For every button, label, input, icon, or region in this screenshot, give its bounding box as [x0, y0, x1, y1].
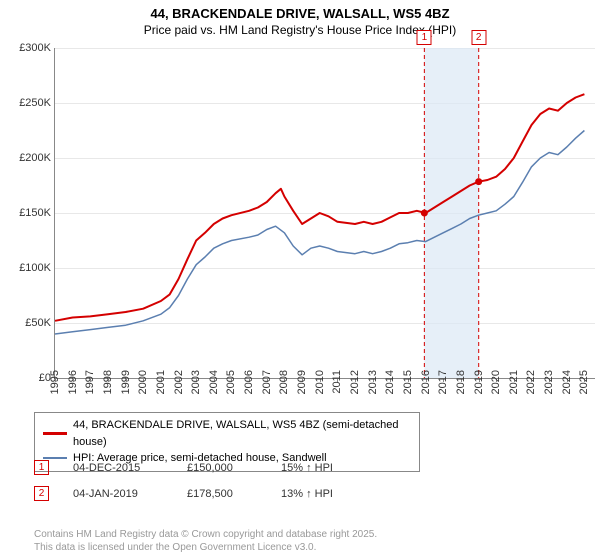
- x-tick-label: 2001: [155, 370, 167, 394]
- sale-delta: 13% ↑ HPI: [281, 488, 351, 500]
- x-tick-label: 1996: [67, 370, 79, 394]
- y-tick-label: £50K: [25, 317, 55, 329]
- x-tick-label: 2002: [173, 370, 185, 394]
- x-tick-label: 2015: [402, 370, 414, 394]
- x-tick-label: 2025: [578, 370, 590, 394]
- legend-item: 44, BRACKENDALE DRIVE, WALSALL, WS5 4BZ …: [43, 417, 411, 450]
- chart-subtitle: Price paid vs. HM Land Registry's House …: [0, 23, 600, 41]
- x-tick-label: 2010: [314, 370, 326, 394]
- y-tick-label: £150K: [19, 207, 55, 219]
- x-tick-label: 2016: [420, 370, 432, 394]
- chart-title: 44, BRACKENDALE DRIVE, WALSALL, WS5 4BZ: [0, 0, 600, 23]
- y-tick-label: £200K: [19, 152, 55, 164]
- sale-delta: 15% ↑ HPI: [281, 462, 351, 474]
- plot-sale-marker: 2: [471, 30, 486, 45]
- x-tick-label: 2013: [367, 370, 379, 394]
- y-tick-label: £250K: [19, 97, 55, 109]
- line-chart-svg: [55, 48, 595, 378]
- sale-price: £150,000: [187, 462, 257, 474]
- footer-line: This data is licensed under the Open Gov…: [34, 541, 377, 554]
- x-tick-label: 2012: [349, 370, 361, 394]
- x-tick-label: 1997: [84, 370, 96, 394]
- sale-marker-icon: 1: [34, 460, 49, 475]
- y-tick-label: £100K: [19, 262, 55, 274]
- x-tick-label: 1998: [102, 370, 114, 394]
- sale-price: £178,500: [187, 488, 257, 500]
- sale-row: 1 04-DEC-2015 £150,000 15% ↑ HPI: [34, 460, 351, 475]
- x-tick-label: 2018: [455, 370, 467, 394]
- plot-area: £0£50K£100K£150K£200K£250K£300K 19951996…: [54, 48, 595, 379]
- footer-attribution: Contains HM Land Registry data © Crown c…: [34, 528, 377, 554]
- x-tick-label: 2023: [543, 370, 555, 394]
- x-tick-label: 2009: [296, 370, 308, 394]
- x-tick-label: 2024: [561, 370, 573, 394]
- x-tick-label: 2008: [278, 370, 290, 394]
- y-tick-label: £300K: [19, 42, 55, 54]
- x-tick-label: 2005: [225, 370, 237, 394]
- legend-swatch: [43, 432, 67, 435]
- x-tick-label: 2003: [190, 370, 202, 394]
- x-tick-label: 2021: [508, 370, 520, 394]
- legend-swatch: [43, 457, 67, 459]
- x-tick-label: 2019: [473, 370, 485, 394]
- x-tick-label: 2020: [490, 370, 502, 394]
- x-tick-label: 2004: [208, 370, 220, 394]
- footer-line: Contains HM Land Registry data © Crown c…: [34, 528, 377, 541]
- sale-date: 04-DEC-2015: [73, 462, 163, 474]
- x-tick-label: 2022: [525, 370, 537, 394]
- x-tick-label: 2007: [261, 370, 273, 394]
- sale-marker-icon: 2: [34, 486, 49, 501]
- sale-date: 04-JAN-2019: [73, 488, 163, 500]
- sale-row: 2 04-JAN-2019 £178,500 13% ↑ HPI: [34, 486, 351, 501]
- x-tick-label: 1999: [120, 370, 132, 394]
- x-tick-label: 1995: [49, 370, 61, 394]
- x-tick-label: 2011: [331, 370, 343, 394]
- x-tick-label: 2006: [243, 370, 255, 394]
- x-tick-label: 2014: [384, 370, 396, 394]
- plot-sale-marker: 1: [417, 30, 432, 45]
- x-tick-label: 2017: [437, 370, 449, 394]
- legend-label: 44, BRACKENDALE DRIVE, WALSALL, WS5 4BZ …: [73, 417, 411, 450]
- x-tick-label: 2000: [137, 370, 149, 394]
